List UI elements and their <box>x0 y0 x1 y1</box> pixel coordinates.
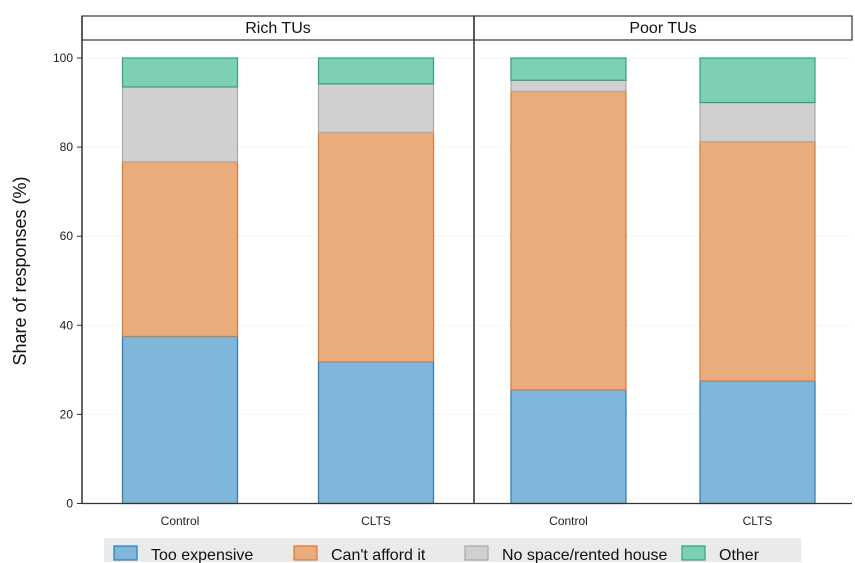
bar-segment <box>317 361 435 505</box>
bar-segment <box>510 389 627 505</box>
y-tick-label: 80 <box>60 140 74 154</box>
y-tick-label: 0 <box>66 497 73 511</box>
panel-title: Rich TUs <box>245 20 311 37</box>
legend-label: Too expensive <box>151 547 253 563</box>
bar-segment <box>317 57 435 85</box>
legend-label: Other <box>719 547 760 563</box>
legend: Too expensive Can't afford it No space/ren… <box>104 538 801 563</box>
panel-title: Poor TUs <box>629 20 696 37</box>
x-tick-label: CLTS <box>361 514 391 528</box>
legend-swatch <box>681 545 706 561</box>
y-axis-title: Share of responses (%) <box>10 176 30 365</box>
bar-segment <box>510 79 627 93</box>
panel-strip <box>473 15 853 41</box>
legend-swatch <box>464 545 489 561</box>
y-tick-label: 100 <box>53 51 73 65</box>
x-tick-label: Control <box>549 514 588 528</box>
y-tick-label: 40 <box>60 318 74 332</box>
bar-segment <box>121 57 239 88</box>
bar-segment <box>699 380 816 505</box>
x-tick-label: CLTS <box>743 514 773 528</box>
panel-frames: Rich TUs Poor TUs <box>81 15 853 505</box>
y-axis: 0 20 40 60 80 100 <box>53 51 82 511</box>
bars: Control CLTS Control CLTS <box>121 57 816 528</box>
bar-segment <box>121 161 239 338</box>
bar-segment <box>699 101 816 143</box>
y-tick-label: 60 <box>60 229 74 243</box>
bar-segment <box>510 90 627 391</box>
y-tick-label: 20 <box>60 407 74 421</box>
bar-segment <box>699 57 816 104</box>
legend-swatch <box>113 545 138 561</box>
bar-segment <box>317 131 435 363</box>
bar-segment <box>699 141 816 382</box>
bar-segment <box>121 86 239 163</box>
bar-segment <box>510 57 627 81</box>
bar-segment <box>317 83 435 133</box>
legend-label: Can't afford it <box>331 547 426 563</box>
bar-segment <box>121 335 239 505</box>
panel-strip <box>81 15 475 41</box>
x-tick-label: Control <box>161 514 200 528</box>
legend-label: No space/rented house <box>502 547 668 563</box>
legend-swatch <box>293 545 318 561</box>
